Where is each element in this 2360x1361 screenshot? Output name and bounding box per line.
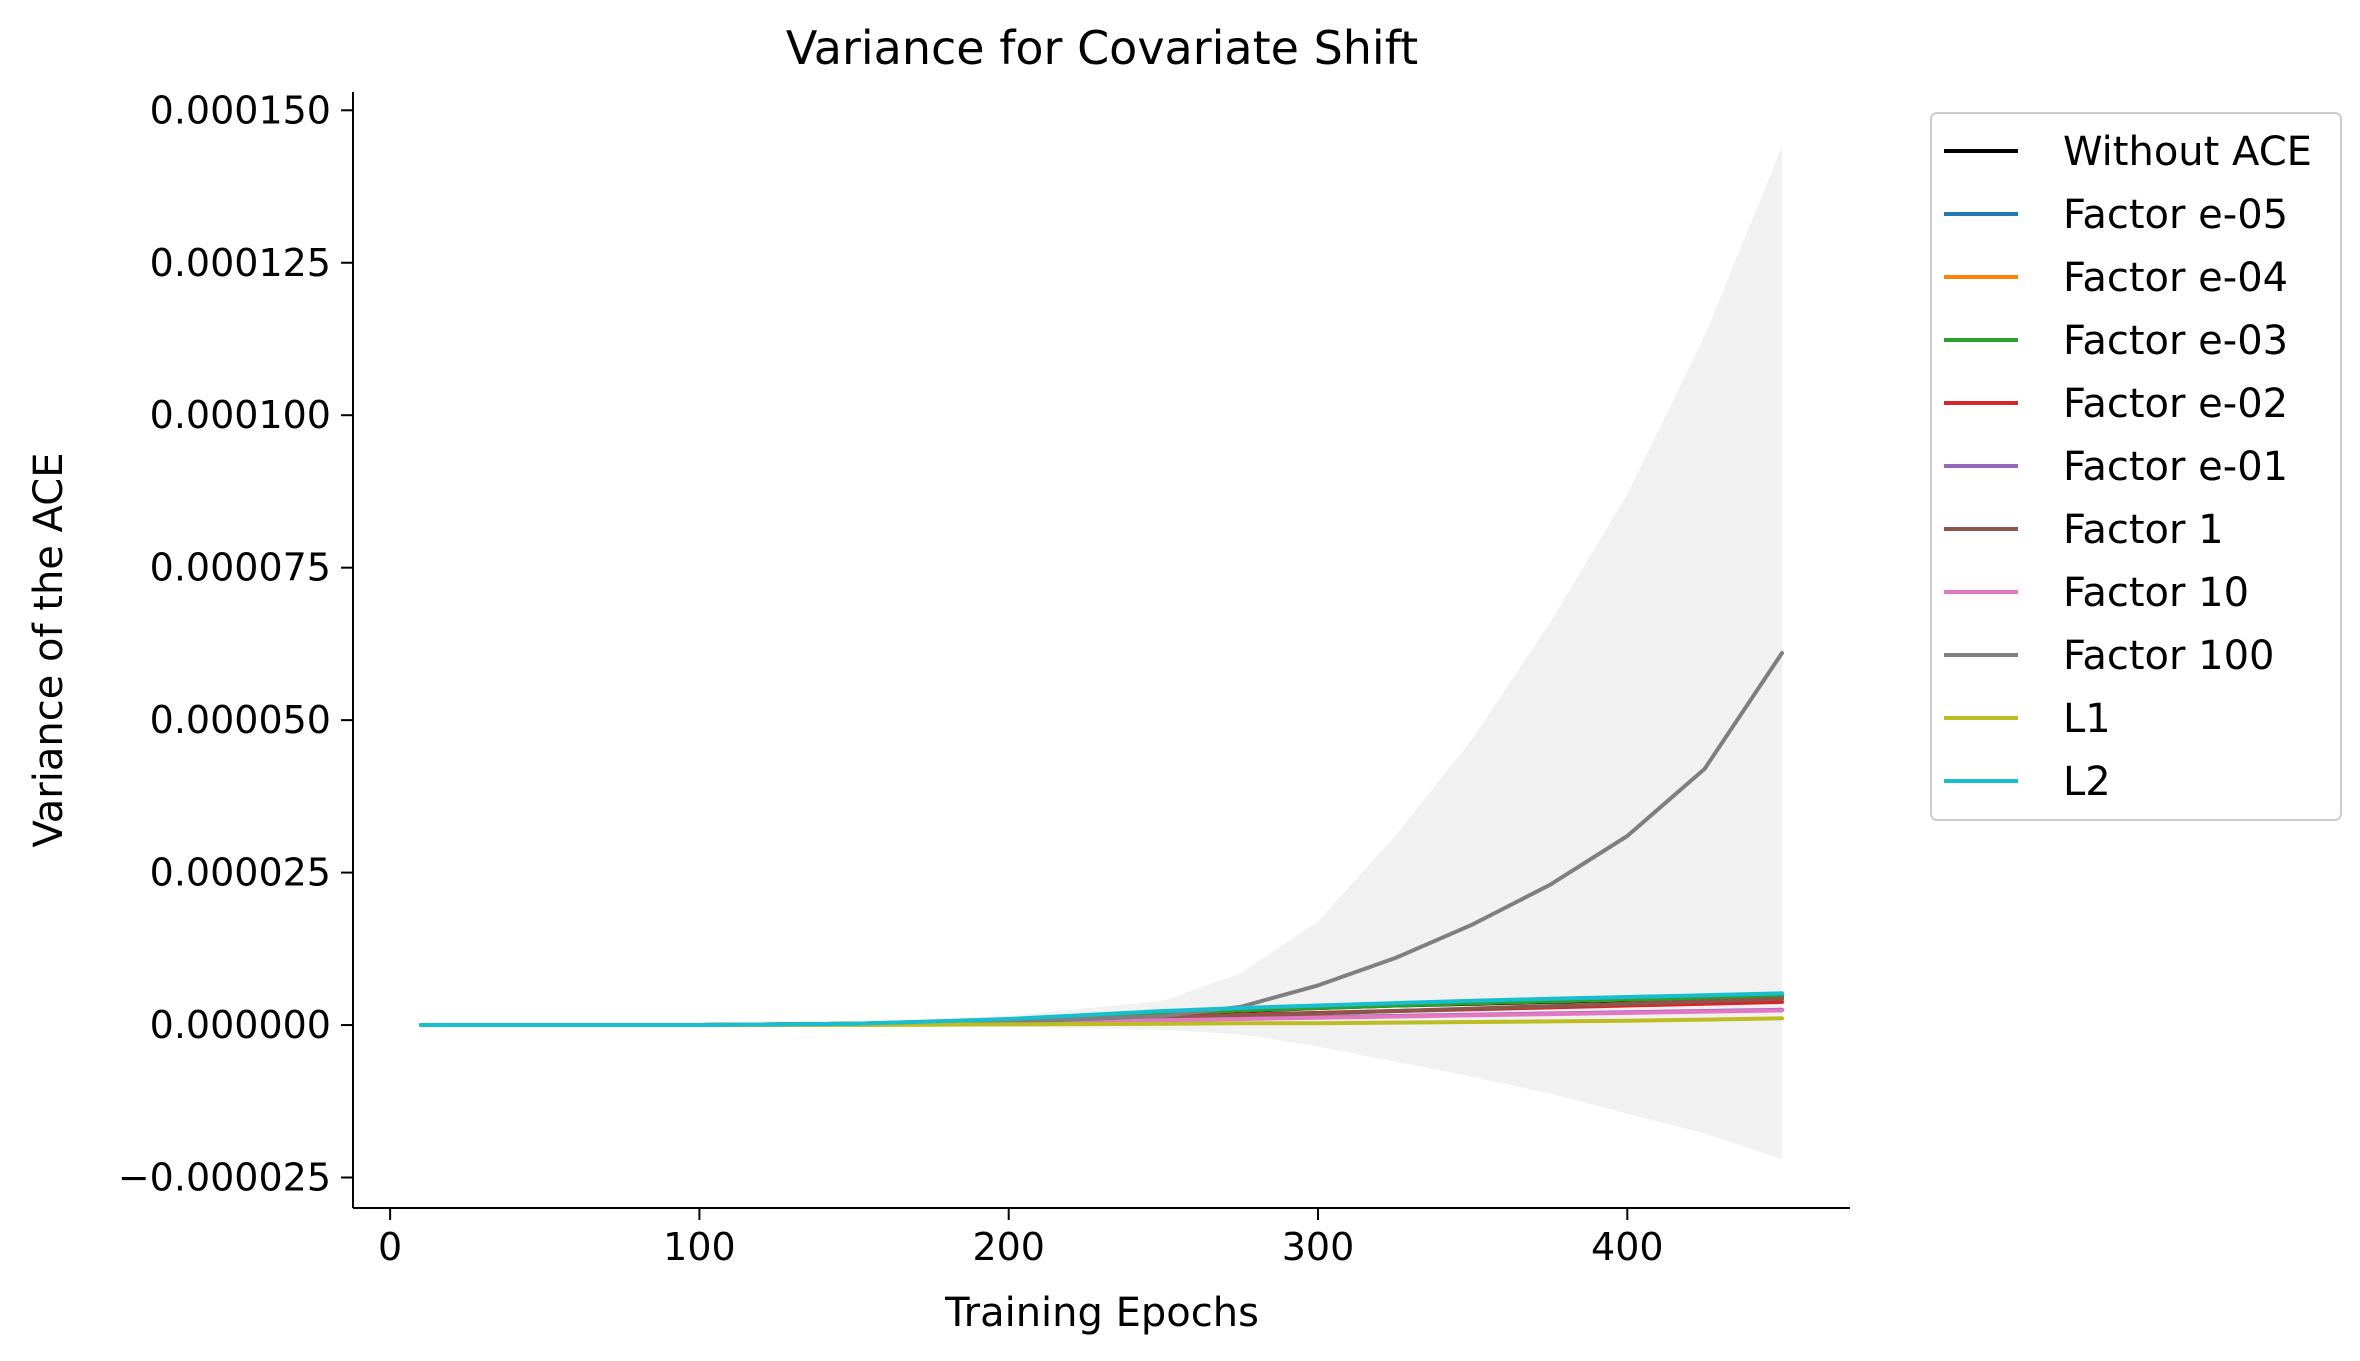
y-axis-label: Variance of the ACE [26, 453, 72, 848]
y-tick-label: 0.000025 [150, 851, 331, 895]
legend-box [1930, 112, 2342, 821]
confidence-band-8 [421, 146, 1782, 1160]
legend-label: Factor e-01 [2063, 444, 2288, 490]
legend-label: Factor e-05 [2063, 192, 2288, 238]
y-tick-label: 0.000100 [150, 393, 331, 437]
y-tick-label: 0.000125 [150, 241, 331, 285]
plot-area: 0 100 200 300 400 −0.000025 0.000000 0.000025 0.… [118, 88, 1850, 1269]
legend-label: Factor e-04 [2063, 255, 2288, 301]
legend-label: Factor 1 [2063, 507, 2224, 553]
legend-label: L2 [2063, 759, 2111, 805]
y-tick-label: 0.000075 [150, 546, 331, 590]
y-tick-label: 0.000150 [150, 88, 331, 132]
legend-label: Factor e-03 [2063, 318, 2288, 364]
series-line-10 [419, 991, 1784, 1027]
legend-label: L1 [2063, 696, 2111, 742]
x-tick-label: 400 [1591, 1225, 1664, 1269]
x-tick-label: 300 [1282, 1225, 1355, 1269]
legend: Without ACE Factor e-05 Factor e-04 Factor … [1930, 112, 2342, 821]
x-tick-label: 100 [663, 1225, 736, 1269]
y-tick-label: −0.000025 [118, 1156, 331, 1200]
chart-title: Variance for Covariate Shift [786, 21, 1418, 75]
y-tick-label: 0.000000 [150, 1003, 331, 1047]
legend-label: Without ACE [2063, 129, 2312, 175]
x-tick-label: 0 [378, 1225, 402, 1269]
legend-label: Factor 10 [2063, 570, 2249, 616]
legend-label: Factor e-02 [2063, 381, 2288, 427]
x-tick-label: 200 [972, 1225, 1045, 1269]
x-axis-label: Training Epochs [944, 1290, 1259, 1336]
legend-label: Factor 100 [2063, 633, 2275, 679]
y-tick-label: 0.000050 [150, 698, 331, 742]
